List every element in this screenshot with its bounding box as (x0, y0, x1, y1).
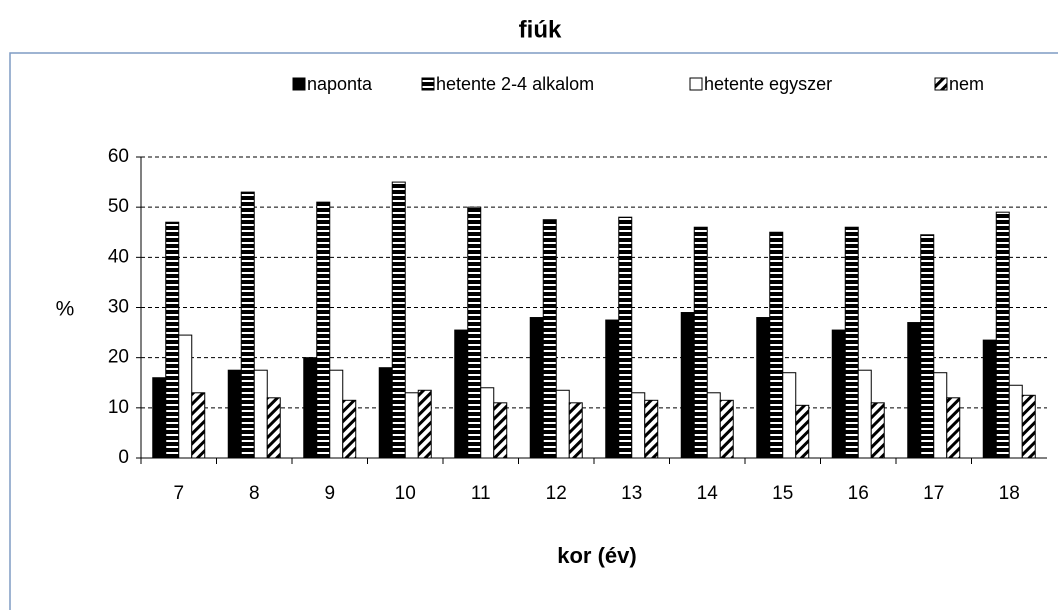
legend-swatch (689, 77, 703, 91)
bar (178, 334, 193, 459)
y-tick-label: 50 (108, 196, 129, 217)
bar (555, 389, 570, 459)
bar (631, 392, 646, 459)
bar (795, 404, 810, 459)
bar (644, 399, 659, 459)
chart-frame (9, 52, 1058, 610)
legend-swatch (421, 77, 435, 91)
bar (316, 201, 331, 459)
bar (529, 317, 544, 459)
y-tick-label: 20 (108, 347, 129, 368)
x-tick-label: 9 (324, 483, 335, 504)
x-tick-label: 16 (848, 483, 869, 504)
bar (782, 372, 797, 459)
bar (946, 397, 961, 459)
bar (378, 367, 393, 459)
bar (920, 234, 935, 459)
x-tick-label: 15 (772, 483, 793, 504)
bar (480, 387, 495, 459)
legend-swatch (934, 77, 948, 91)
bar (719, 399, 734, 459)
bar (693, 226, 708, 459)
bar (706, 392, 721, 459)
bar (680, 312, 695, 459)
bar (857, 369, 872, 459)
bar (152, 377, 167, 459)
bar (907, 322, 922, 459)
bar (831, 329, 846, 459)
bar (756, 317, 771, 459)
bar (227, 369, 242, 459)
bar (493, 402, 508, 459)
bar (568, 402, 583, 459)
x-axis-label: kor (év) (557, 543, 636, 568)
bar (769, 231, 784, 459)
bar (844, 226, 859, 459)
y-tick-label: 60 (108, 146, 129, 167)
x-tick-label: 11 (471, 483, 491, 504)
bar (982, 339, 997, 459)
bar (1008, 384, 1023, 459)
bar (995, 211, 1010, 459)
y-tick-label: 0 (118, 447, 129, 468)
y-tick-label: 30 (108, 297, 129, 318)
x-tick-label: 7 (173, 483, 184, 504)
bar (266, 397, 281, 459)
bar (240, 191, 255, 459)
chart-title: fiúk (519, 16, 562, 43)
bar (165, 221, 180, 459)
y-tick-label: 40 (108, 246, 129, 267)
x-tick-label: 13 (621, 483, 642, 504)
bar (391, 181, 406, 459)
legend-swatch (292, 77, 306, 91)
legend-label: hetente egyszer (704, 74, 832, 94)
x-tick-label: 12 (546, 483, 567, 504)
y-tick-label: 10 (108, 397, 129, 418)
bar (542, 219, 557, 459)
x-tick-label: 10 (395, 483, 416, 504)
bar (933, 372, 948, 459)
legend-label: hetente 2-4 alkalom (436, 74, 594, 94)
bar (870, 402, 885, 459)
bar (342, 399, 357, 459)
legend-label: nem (949, 74, 984, 94)
bar (417, 389, 432, 459)
bar (1021, 394, 1036, 459)
bar (191, 392, 206, 459)
bar (404, 392, 419, 459)
y-axis-label: % (56, 298, 75, 321)
legend-label: naponta (307, 74, 373, 94)
bar (303, 357, 318, 459)
bar (618, 216, 633, 459)
bar (467, 206, 482, 459)
bar (253, 369, 268, 459)
bar (454, 329, 469, 459)
bar (329, 369, 344, 459)
bar (605, 319, 620, 459)
x-tick-label: 14 (697, 483, 719, 504)
x-tick-label: 18 (999, 483, 1020, 504)
x-tick-label: 8 (249, 483, 260, 504)
x-tick-label: 17 (923, 483, 944, 504)
